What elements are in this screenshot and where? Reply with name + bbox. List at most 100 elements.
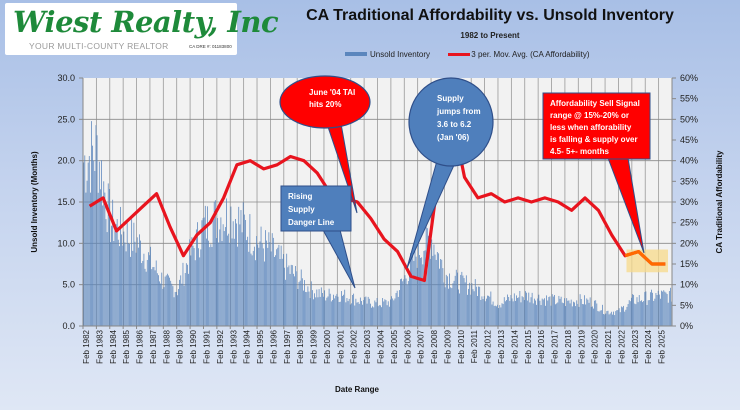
inventory-bar: [440, 258, 442, 326]
inventory-bar: [432, 255, 434, 326]
inventory-bar: [480, 299, 482, 326]
inventory-bar: [260, 226, 262, 326]
inventory-bar: [120, 206, 121, 326]
chart-legend: Unsold Inventory 3 per. Mov. Avg. (CA Af…: [345, 49, 606, 59]
inventory-bar: [173, 297, 175, 326]
inventory-bar: [633, 294, 635, 326]
logo-tagline: YOUR MULTI-COUNTY REALTOR: [29, 41, 169, 51]
inventory-bar: [261, 243, 263, 326]
inventory-bar: [398, 290, 400, 326]
inventory-bar: [345, 302, 347, 326]
inventory-bar: [521, 296, 523, 326]
callout-sell-line-4: is falling & supply over: [550, 135, 638, 144]
inventory-bar: [423, 251, 425, 326]
inventory-bar: [654, 298, 656, 326]
inventory-bar: [463, 278, 465, 326]
inventory-bar: [584, 295, 585, 326]
inventory-bar: [371, 307, 372, 326]
inventory-bar: [628, 300, 630, 326]
inventory-bar: [401, 278, 402, 326]
callout-june-04-line-1: June '04 TAI: [309, 88, 355, 97]
inventory-bar: [96, 135, 98, 326]
inventory-bar: [285, 279, 286, 326]
inventory-bar: [661, 290, 662, 326]
inventory-bar: [570, 299, 572, 326]
logo-wordmark: Wiest Realty, Inc: [13, 5, 279, 39]
right-tick-label: 15%: [680, 259, 698, 269]
inventory-bar: [409, 272, 410, 326]
inventory-bar: [397, 296, 399, 326]
inventory-bar: [375, 302, 377, 326]
inventory-bar: [181, 283, 183, 326]
affordability-line: [88, 109, 666, 283]
right-tick-label: 0%: [680, 321, 693, 331]
callout-rising-line-3: Danger Line: [288, 218, 335, 227]
inventory-bar: [499, 305, 501, 326]
inventory-bar: [159, 281, 160, 326]
inventory-bar: [457, 272, 458, 326]
inventory-bar: [493, 305, 495, 326]
callout-june-04-oval: [279, 75, 371, 129]
inventory-bar: [439, 268, 440, 326]
inventory-bar: [666, 294, 668, 326]
inventory-bar: [444, 287, 446, 326]
inventory-bar: [663, 290, 665, 326]
inventory-bar: [125, 251, 127, 326]
inventory-bar: [309, 298, 311, 326]
inventory-bar: [243, 214, 245, 326]
inventory-bar: [212, 218, 214, 326]
inventory-bar: [562, 303, 564, 326]
callout-sell-box: [542, 92, 651, 160]
x-tick-label: Feb 1994: [243, 329, 252, 363]
inventory-bar: [334, 298, 336, 326]
inventory-bar: [586, 298, 588, 326]
inventory-bar: [172, 286, 174, 326]
inventory-bar: [486, 298, 487, 326]
inventory-bar: [278, 244, 280, 326]
inventory-bar: [118, 246, 120, 326]
inventory-bar: [206, 238, 207, 326]
inventory-bar: [163, 287, 165, 326]
left-axis-ticks: 0.0 5.0 10.0 15.0 20.0 25.0 30.0: [57, 73, 83, 331]
inventory-bar: [413, 260, 415, 326]
inventory-bar: [489, 296, 491, 326]
inventory-bar: [291, 265, 293, 326]
inventory-bar: [272, 237, 274, 326]
inventory-bar: [126, 223, 128, 326]
inventory-bar: [296, 271, 298, 326]
inventory-bar: [233, 238, 235, 326]
inventory-bar: [462, 275, 464, 326]
inventory-bar: [310, 281, 312, 326]
inventory-bar: [342, 295, 343, 326]
inventory-bar: [459, 293, 460, 326]
inventory-bar: [546, 295, 548, 326]
inventory-bar: [424, 250, 426, 326]
inventory-bar: [224, 227, 226, 326]
inventory-bar: [339, 301, 341, 326]
inventory-bar: [161, 272, 163, 326]
inventory-bar: [427, 235, 429, 326]
inventory-bar: [281, 258, 283, 326]
inventory-bar: [236, 223, 237, 326]
inventory-bar: [194, 260, 196, 326]
inventory-bar: [365, 296, 367, 326]
inventory-bar: [589, 297, 591, 326]
inventory-bar: [277, 247, 279, 326]
inventory-bar: [531, 292, 533, 326]
inventory-bar: [313, 299, 314, 326]
legend-item-affordability: 3 per. Mov. Avg. (CA Affordability): [448, 50, 590, 59]
inventory-bar: [421, 257, 423, 326]
right-axis-ticks: 0% 5% 10% 15% 20% 25% 30% 35% 40% 45% 50% 55% 60%: [672, 73, 698, 331]
inventory-bar: [619, 312, 621, 326]
inventory-bar: [657, 290, 659, 326]
inventory-bar: [392, 298, 394, 326]
inventory-bar: [522, 297, 524, 326]
inventory-bar: [213, 201, 215, 326]
callout-supply-line-3: 3.6 to 6.2: [437, 120, 472, 129]
callout-supply-jump: Supply jumps from 3.6 to 6.2 (Jan '06): [406, 77, 494, 269]
x-tick-label: Feb 2020: [591, 329, 600, 363]
inventory-bar: [184, 272, 186, 326]
inventory-bar: [174, 291, 176, 326]
inventory-bar: [523, 300, 525, 326]
